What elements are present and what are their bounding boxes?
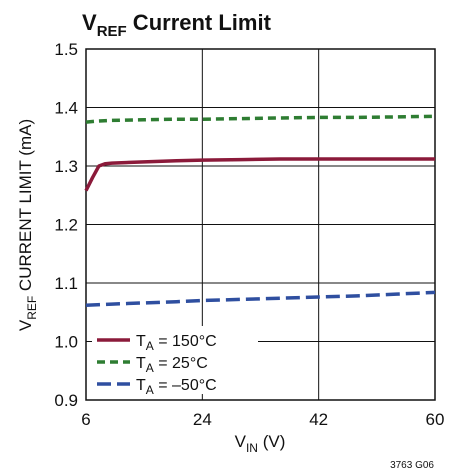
x-tick-label: 42: [309, 410, 328, 429]
x-axis-ticks: 6 24 42 60: [81, 410, 444, 429]
figure-code: 3763 G06: [390, 460, 434, 471]
data-series: [84, 114, 436, 307]
x-tick-label: 60: [426, 410, 445, 429]
legend-label-minus50c: TA = –50°C: [136, 377, 217, 397]
chart-title: VREF Current Limit: [82, 10, 272, 40]
series-line-0: [84, 157, 435, 192]
y-tick-label: 1.3: [54, 157, 78, 176]
y-tick-label: 0.9: [54, 391, 78, 410]
chart-title-rest: Current Limit: [127, 10, 272, 35]
y-tick-label: 1.5: [54, 40, 78, 59]
chart-title-subscript: REF: [97, 23, 127, 40]
y-tick-label: 1.0: [54, 333, 78, 352]
x-tick-label: 24: [193, 410, 212, 429]
y-tick-label: 1.1: [54, 274, 78, 293]
series-line-2: [85, 290, 436, 307]
y-axis-ticks: 0.9 1.0 1.1 1.2 1.3 1.4 1.5: [54, 40, 78, 410]
legend: TA = 150°C TA = 25°C TA = –50°C: [92, 326, 258, 397]
chart-title-main: V: [82, 10, 97, 35]
series-line-1: [85, 114, 436, 124]
y-tick-label: 1.4: [54, 99, 78, 118]
legend-label-150c: TA = 150°C: [136, 333, 217, 353]
y-tick-label: 1.2: [54, 216, 78, 235]
y-axis-label: VREF CURRENT LIMIT (mA): [16, 119, 39, 331]
legend-label-25c: TA = 25°C: [136, 355, 208, 375]
x-axis-label: VIN (V): [235, 432, 286, 455]
x-tick-label: 6: [81, 410, 90, 429]
